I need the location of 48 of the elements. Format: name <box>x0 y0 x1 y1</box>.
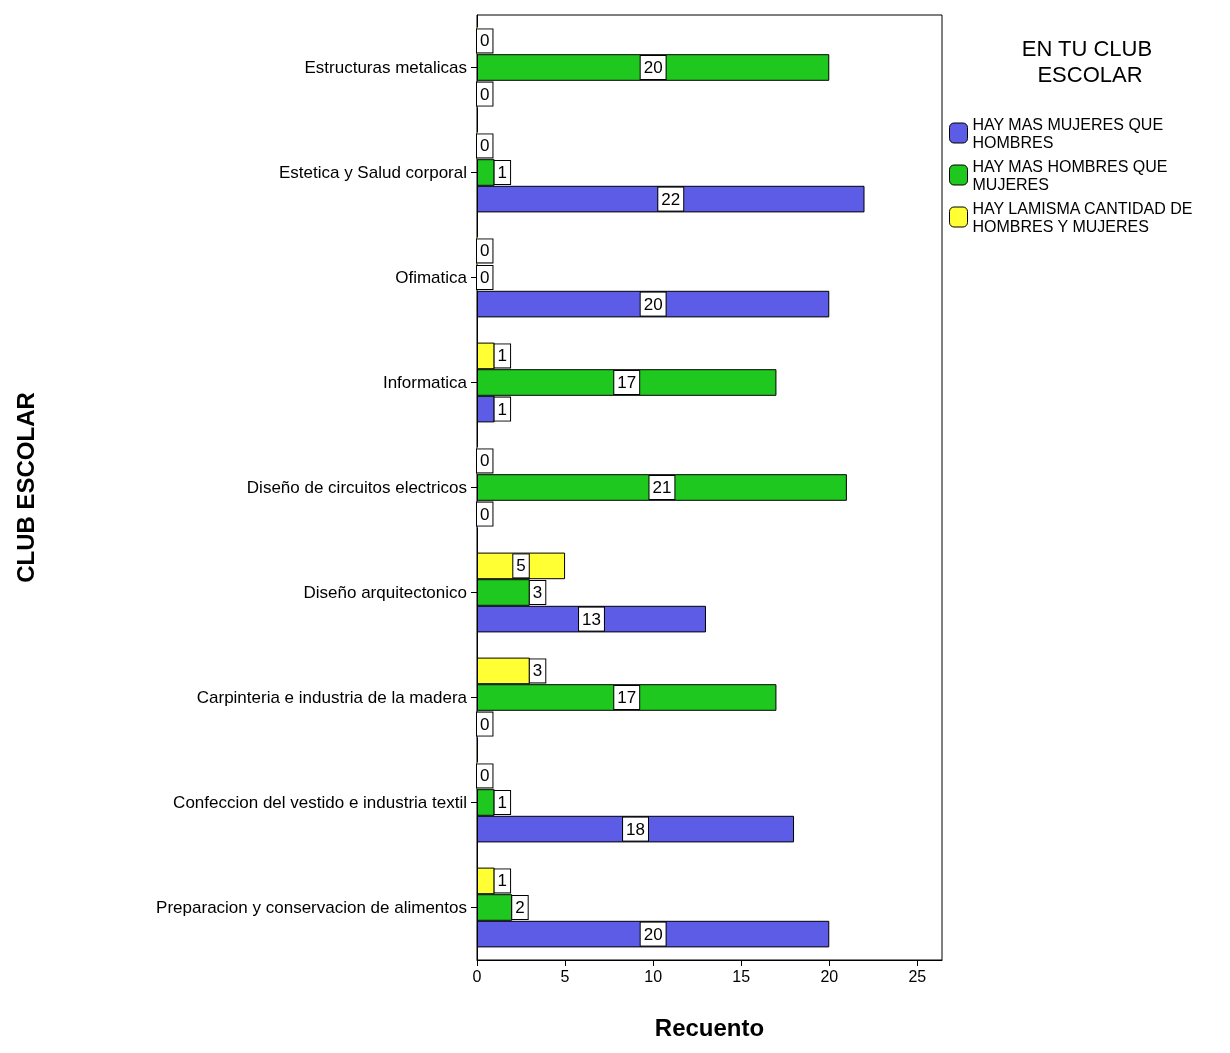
data-label: 5 <box>516 556 526 576</box>
x-tick-label: 0 <box>472 967 482 985</box>
x-tick-label: 10 <box>644 967 663 985</box>
data-label: 1 <box>497 793 508 812</box>
data-label: 22 <box>661 189 681 209</box>
y-tick-label: Estetica y Salud corporal <box>278 163 467 182</box>
y-tick-label: Diseño arquitectonico <box>303 583 467 602</box>
data-label: 0 <box>480 504 490 524</box>
data-label: 1 <box>497 399 508 419</box>
data-label: 3 <box>532 661 543 681</box>
x-tick-label: 5 <box>560 967 570 985</box>
data-label: 0 <box>480 766 490 786</box>
legend-label: HAY MAS HOMBRES QUE MUJERES <box>972 157 1172 193</box>
x-tick-label: 20 <box>820 967 839 985</box>
data-label: 0 <box>480 268 490 287</box>
data-label: 13 <box>582 609 601 629</box>
x-tick-label: 15 <box>732 967 751 985</box>
legend-label: HAY LAMISMA CANTIDAD DE HOMBRES Y MUJERES <box>972 199 1197 235</box>
data-label: 18 <box>626 819 645 839</box>
legend-title: EN TU CLUB ESCOLAR <box>1021 35 1159 87</box>
data-label: 20 <box>643 58 663 77</box>
data-label: 0 <box>480 31 490 51</box>
y-axis-title: CLUB ESCOLAR <box>11 392 39 583</box>
data-label: 17 <box>617 373 637 392</box>
x-tick-label: 25 <box>908 967 927 985</box>
data-label: 0 <box>480 136 490 156</box>
data-label: 3 <box>532 583 543 602</box>
y-tick-label: Diseño de circuitos electricos <box>246 478 467 497</box>
data-label: 1 <box>497 871 508 891</box>
legend-label: HAY MAS MUJERES QUE HOMBRES <box>972 115 1168 151</box>
data-label: 0 <box>480 84 490 104</box>
data-label: 0 <box>480 451 490 471</box>
data-label: 20 <box>643 294 663 314</box>
y-tick-label: Informatica <box>382 373 468 392</box>
y-tick-label: Estructuras metalicas <box>304 58 467 77</box>
data-label: 0 <box>480 714 490 734</box>
data-label: 20 <box>643 924 663 944</box>
y-tick-label: Ofimatica <box>395 268 468 287</box>
x-axis-title: Recuento <box>654 1013 765 1041</box>
data-label: 17 <box>617 688 637 707</box>
data-label: 1 <box>497 346 508 366</box>
data-label: 1 <box>497 163 508 182</box>
y-tick-label: Carpinteria e industria de la madera <box>196 688 468 707</box>
data-label: 0 <box>480 241 490 261</box>
data-label: 21 <box>652 478 672 497</box>
y-tick-label: Preparacion y conservacion de alimentos <box>156 898 467 917</box>
data-label: 2 <box>515 898 525 917</box>
y-tick-label: Confeccion del vestido e industria textil <box>173 793 467 812</box>
